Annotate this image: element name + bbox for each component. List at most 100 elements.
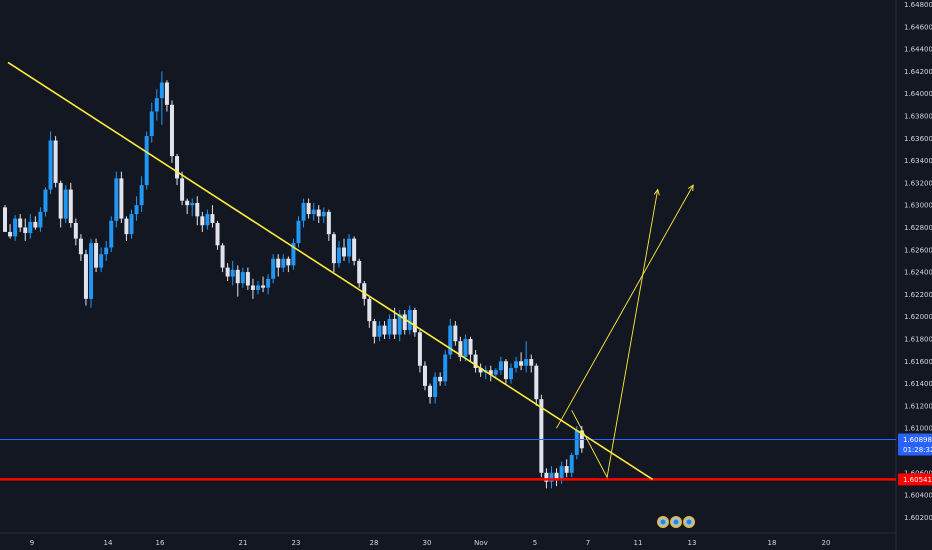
candle-body: [23, 227, 28, 234]
time-tick-label: 14: [104, 539, 113, 547]
candle-body: [281, 258, 286, 268]
time-tick-label: 13: [688, 539, 697, 547]
time-tick-label: 11: [634, 539, 643, 547]
candle-body: [109, 220, 114, 248]
candle-body: [58, 182, 63, 219]
candle-body: [114, 178, 119, 221]
price-tick-label: 1.60400: [904, 492, 932, 500]
time-tick-label: 5: [533, 539, 537, 547]
time-tick-label: 30: [423, 539, 432, 547]
candle-body: [352, 238, 357, 261]
candle-body: [428, 385, 433, 397]
price-badges: 1.60898 01:28:32 1.60541: [898, 433, 932, 486]
candle-body: [316, 209, 321, 217]
candle-body: [458, 341, 463, 357]
current-price-label: 1.60898: [903, 436, 932, 444]
candle-body: [220, 245, 225, 268]
candle-body: [422, 365, 427, 386]
candle-body: [124, 218, 129, 235]
candle-body: [164, 82, 169, 105]
candle-body: [159, 82, 164, 99]
candle-body: [296, 220, 301, 244]
candle-body: [169, 104, 174, 157]
candle-body: [68, 189, 73, 224]
candle-body: [488, 370, 493, 375]
candle-body: [48, 140, 53, 190]
price-tick-label: 1.62600: [904, 246, 932, 254]
candle-body: [554, 472, 559, 480]
price-tick-label: 1.61000: [904, 425, 932, 433]
price-tick-label: 1.61600: [904, 358, 932, 366]
candle-body: [271, 258, 276, 279]
price-tick-label: 1.61200: [904, 402, 932, 410]
candle-body: [448, 325, 453, 355]
event-markers[interactable]: [657, 516, 695, 528]
price-tick-label: 1.63200: [904, 179, 932, 187]
candle-body: [559, 466, 564, 480]
candle-body: [529, 359, 534, 366]
candle-body: [154, 98, 159, 112]
candles: [3, 71, 584, 489]
candle-body: [407, 309, 412, 331]
candle-body: [468, 338, 473, 355]
time-tick-label: Nov: [474, 539, 488, 547]
candle-body: [377, 325, 382, 337]
candle-body: [144, 136, 149, 186]
candle-body: [519, 361, 524, 366]
countdown-label: 01:28:32: [903, 446, 932, 454]
price-tick-label: 1.63000: [904, 202, 932, 210]
flag-icon-center: [686, 519, 692, 525]
candle-body: [291, 243, 296, 266]
candle-body: [149, 111, 154, 137]
projection-arrow-1: [571, 189, 659, 479]
time-tick-label: 21: [239, 539, 248, 547]
candle-body: [569, 454, 574, 473]
candle-body: [99, 254, 104, 268]
candle-body: [104, 247, 109, 255]
candle-body: [438, 376, 443, 382]
candle-body: [38, 211, 43, 228]
support-price-badge: [898, 473, 932, 486]
price-tick-label: 1.62200: [904, 291, 932, 299]
candle-body: [453, 325, 458, 342]
time-tick-label: 28: [370, 539, 379, 547]
current-price-badge: [898, 433, 932, 456]
drawings: [0, 61, 896, 481]
projection-arrow-2: [556, 184, 694, 429]
candle-body: [412, 309, 417, 333]
candle-body: [321, 211, 326, 217]
price-tick-label: 1.63600: [904, 135, 932, 143]
price-tick-label: 1.62800: [904, 224, 932, 232]
candle-body: [397, 314, 402, 335]
candle-body: [336, 247, 341, 264]
candle-body: [28, 221, 33, 234]
candle-body: [89, 243, 94, 299]
candle-body: [215, 223, 220, 246]
candle-body: [382, 325, 387, 335]
candle-body: [539, 399, 544, 473]
candle-body: [367, 298, 372, 322]
candle-body: [331, 234, 336, 264]
candle-body: [245, 272, 250, 286]
price-tick-label: 1.63400: [904, 157, 932, 165]
price-tick-label: 1.62000: [904, 313, 932, 321]
time-tick-label: 16: [156, 539, 165, 547]
candle-body: [266, 278, 271, 288]
price-tick-label: 1.60600: [904, 469, 932, 477]
candle-body: [514, 361, 519, 368]
candle-body: [8, 231, 13, 237]
time-tick-label: 18: [768, 539, 777, 547]
candle-body: [306, 202, 311, 215]
candle-body: [276, 258, 281, 268]
candle-body: [498, 361, 503, 371]
candle-body: [493, 370, 498, 375]
price-tick-label: 1.63800: [904, 112, 932, 120]
time-axis[interactable]: 9 14 16 21 23 28 30 Nov 5 7 11 13 18 20: [30, 539, 831, 547]
candle-body: [43, 189, 48, 212]
candle-body: [473, 354, 478, 368]
candle-body: [180, 178, 185, 201]
candle-body: [286, 258, 291, 266]
candle-body: [524, 359, 529, 366]
time-tick-label: 23: [292, 539, 301, 547]
